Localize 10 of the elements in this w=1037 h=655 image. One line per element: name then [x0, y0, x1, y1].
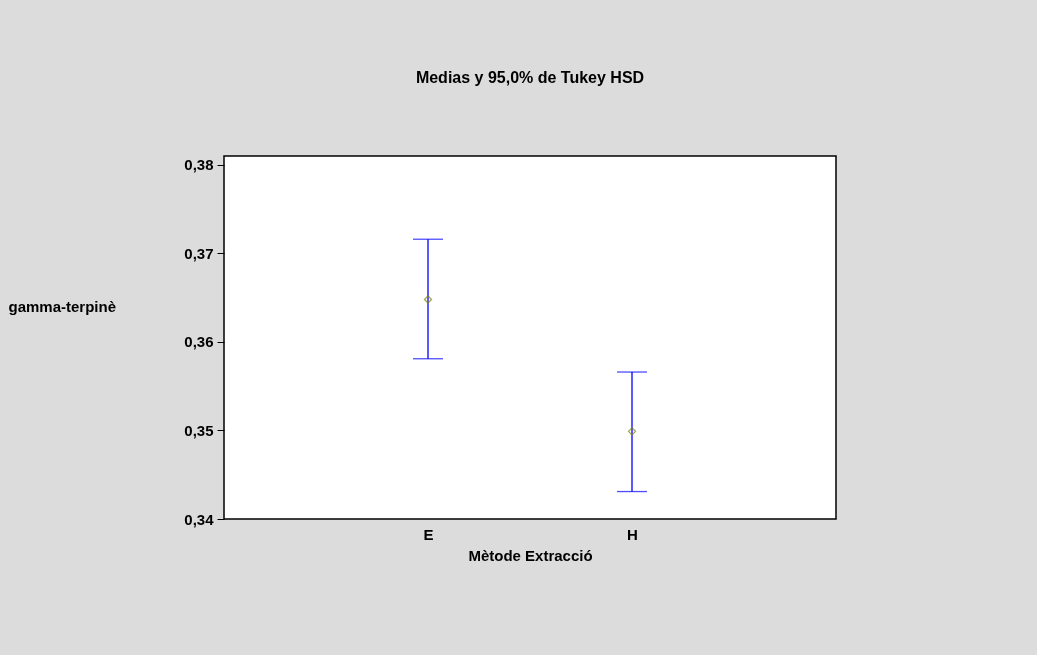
y-axis-title: gamma-terpinè: [8, 297, 117, 315]
x-axis-title: Mètode Extracció: [468, 546, 593, 564]
y-tick-label: 0,38: [184, 156, 214, 174]
x-tick-label: E: [423, 525, 434, 543]
x-tick-label: H: [627, 525, 638, 543]
y-tick-label: 0,35: [184, 421, 214, 439]
chart-title: Medias y 95,0% de Tukey HSD: [415, 69, 645, 86]
y-tick-label: 0,36: [184, 333, 214, 351]
y-tick-label: 0,37: [184, 244, 214, 262]
y-tick-label: 0,34: [184, 510, 215, 528]
